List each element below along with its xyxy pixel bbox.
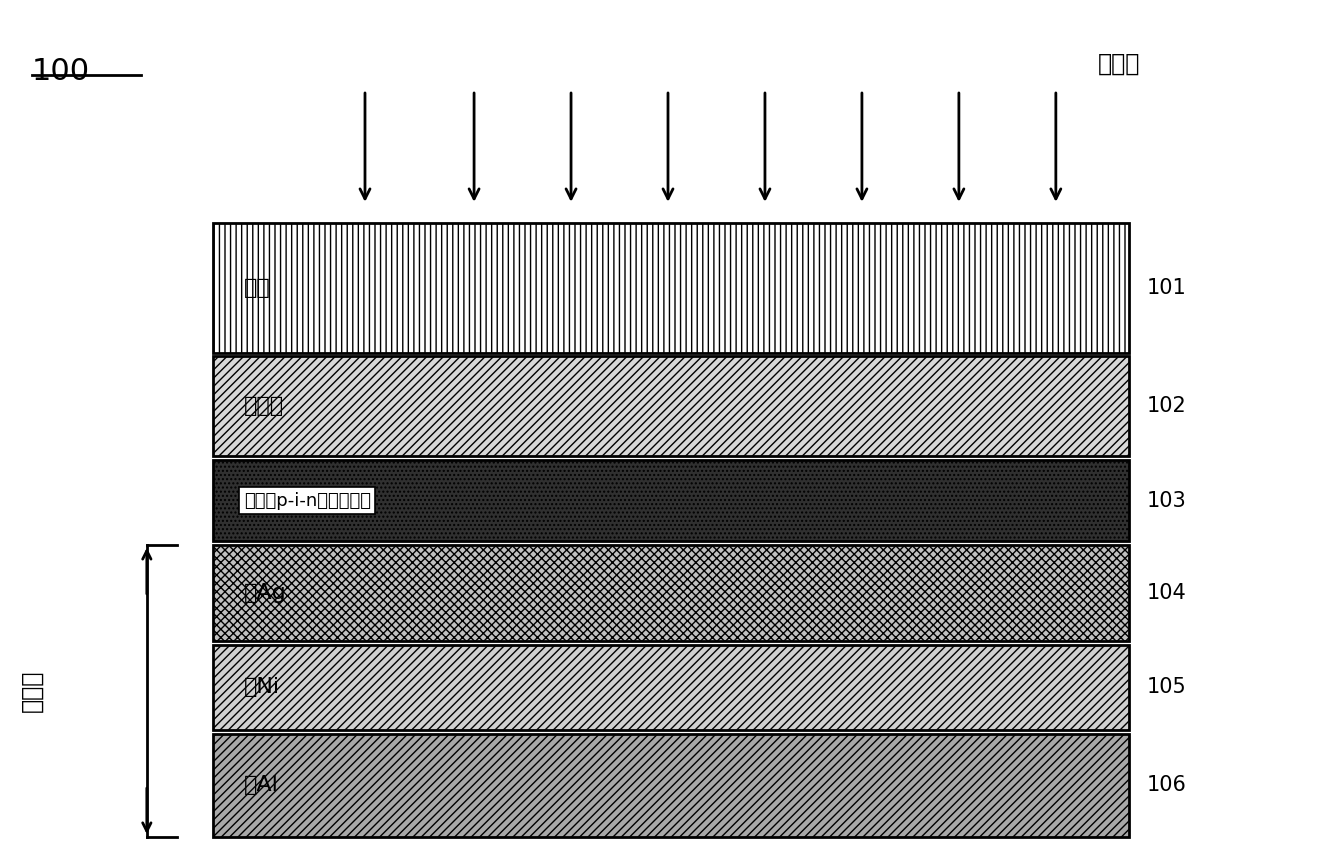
Text: 入射光: 入射光 [1098,52,1141,76]
Text: 镁Ni: 镁Ni [243,677,281,697]
Text: 铑Al: 铑Al [243,775,279,795]
Text: 102: 102 [1146,397,1186,417]
Bar [214,733,1129,837]
Text: 106: 106 [1146,775,1186,795]
Text: 前电极: 前电极 [243,397,285,417]
Bar [214,460,1129,542]
Text: 101: 101 [1146,278,1186,298]
Text: 100: 100 [32,56,90,86]
Text: 氪化确p-i-n型光伏单元: 氪化确p-i-n型光伏单元 [243,491,371,510]
Text: 銀Ag: 銀Ag [243,583,286,603]
Bar [214,223,1129,352]
Text: 103: 103 [1146,490,1186,510]
Text: 基板: 基板 [243,278,271,298]
Bar [214,645,1129,730]
Bar [214,357,1129,457]
Text: 105: 105 [1146,677,1186,697]
Text: 104: 104 [1146,583,1186,603]
Text: 背电极: 背电极 [20,670,44,712]
Bar [214,545,1129,641]
